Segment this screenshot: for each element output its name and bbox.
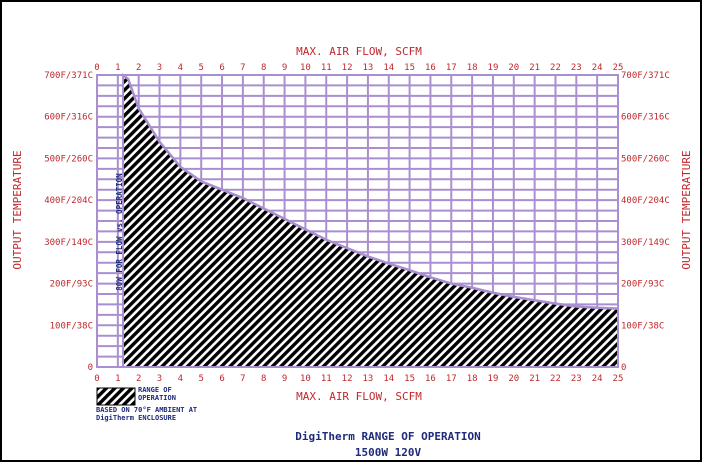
x-tick-label-top: 13 (362, 63, 373, 73)
x-tick-label-bottom: 11 (321, 374, 332, 384)
x-tick-label-bottom: 15 (404, 374, 415, 384)
x-tick-label-top: 7 (240, 63, 245, 73)
y-axis-title-left: OUTPUT TEMPERATURE (11, 150, 24, 269)
x-tick-label-top: 18 (467, 63, 478, 73)
y-tick-label-left: 300F/149C (44, 238, 93, 248)
x-tick-label-top: 0 (94, 63, 99, 73)
tick-layer: 0011223344556677889910101111121213131414… (44, 63, 670, 384)
x-tick-label-bottom: 14 (383, 374, 394, 384)
x-tick-label-bottom: 17 (446, 374, 457, 384)
x-tick-label-bottom: 6 (219, 374, 224, 384)
x-tick-label-bottom: 22 (550, 374, 561, 384)
x-tick-label-bottom: 18 (467, 374, 478, 384)
y-tick-label-right: 600F/316C (621, 113, 670, 123)
y-tick-label-left: 600F/316C (44, 113, 93, 123)
x-tick-label-top: 3 (157, 63, 162, 73)
y-tick-label-right: 100F/38C (621, 321, 664, 331)
x-tick-label-bottom: 20 (508, 374, 519, 384)
vertical-annotation: 80W FOR FLOW vs. OPERATION (115, 173, 124, 291)
x-tick-label-bottom: 1 (115, 374, 120, 384)
x-tick-label-top: 9 (282, 63, 287, 73)
x-tick-label-top: 15 (404, 63, 415, 73)
x-tick-label-bottom: 4 (178, 374, 183, 384)
x-tick-label-top: 14 (383, 63, 394, 73)
x-tick-label-top: 5 (198, 63, 203, 73)
x-tick-label-bottom: 10 (300, 374, 311, 384)
y-tick-label-right: 500F/260C (621, 154, 670, 164)
ambient-note: BASED ON 70°F AMBIENT AT DigiTherm ENCLO… (96, 406, 198, 422)
x-tick-label-top: 19 (488, 63, 499, 73)
x-tick-label-bottom: 24 (592, 374, 603, 384)
x-tick-label-bottom: 2 (136, 374, 141, 384)
x-tick-label-top: 17 (446, 63, 457, 73)
plot-frame (96, 74, 619, 368)
area-layer (96, 72, 619, 368)
x-tick-label-bottom: 25 (613, 374, 624, 384)
x-tick-label-bottom: 0 (94, 374, 99, 384)
x-tick-label-top: 10 (300, 63, 311, 73)
x-axis-title-bottom: MAX. AIR FLOW, SCFM (296, 390, 422, 403)
x-tick-label-top: 8 (261, 63, 266, 73)
x-tick-label-bottom: 5 (198, 374, 203, 384)
x-tick-label-top: 24 (592, 63, 603, 73)
x-tick-label-bottom: 9 (282, 374, 287, 384)
x-tick-label-top: 1 (115, 63, 120, 73)
x-tick-label-bottom: 21 (529, 374, 540, 384)
y-tick-label-right: 400F/204C (621, 196, 670, 206)
y-tick-label-left: 200F/93C (50, 280, 93, 290)
y-tick-label-right: 300F/149C (621, 238, 670, 248)
x-tick-label-bottom: 23 (571, 374, 582, 384)
x-tick-label-top: 12 (342, 63, 353, 73)
chart-subtitle: 1500W 120V (355, 446, 422, 459)
y-tick-label-right: 700F/371C (621, 71, 670, 81)
x-tick-label-bottom: 8 (261, 374, 266, 384)
x-tick-label-bottom: 13 (362, 374, 373, 384)
legend-label: RANGE OF OPERATION (138, 386, 176, 402)
x-tick-label-top: 20 (508, 63, 519, 73)
x-tick-label-top: 22 (550, 63, 561, 73)
x-tick-label-top: 2 (136, 63, 141, 73)
x-tick-label-top: 16 (425, 63, 436, 73)
legend-swatch (96, 387, 136, 406)
range-boundary-line (122, 74, 619, 310)
x-tick-label-top: 4 (178, 63, 183, 73)
x-tick-label-bottom: 16 (425, 374, 436, 384)
x-tick-label-top: 23 (571, 63, 582, 73)
x-tick-label-bottom: 19 (488, 374, 499, 384)
y-axis-title-right: OUTPUT TEMPERATURE (680, 150, 693, 269)
x-tick-label-bottom: 7 (240, 374, 245, 384)
x-tick-label-top: 21 (529, 63, 540, 73)
x-tick-label-top: 25 (613, 63, 624, 73)
x-axis-title-top: MAX. AIR FLOW, SCFM (296, 45, 422, 58)
y-tick-label-right: 200F/93C (621, 280, 664, 290)
y-tick-label-left: 500F/260C (44, 154, 93, 164)
y-tick-label-right: 0 (621, 363, 626, 373)
x-tick-label-top: 11 (321, 63, 332, 73)
x-tick-label-top: 6 (219, 63, 224, 73)
x-tick-label-bottom: 12 (342, 374, 353, 384)
y-tick-label-left: 100F/38C (50, 321, 93, 331)
y-tick-label-left: 400F/204C (44, 196, 93, 206)
x-tick-label-bottom: 3 (157, 374, 162, 384)
y-tick-label-left: 700F/371C (44, 71, 93, 81)
y-tick-label-left: 0 (88, 363, 93, 373)
chart-title: DigiTherm RANGE OF OPERATION (295, 430, 480, 443)
